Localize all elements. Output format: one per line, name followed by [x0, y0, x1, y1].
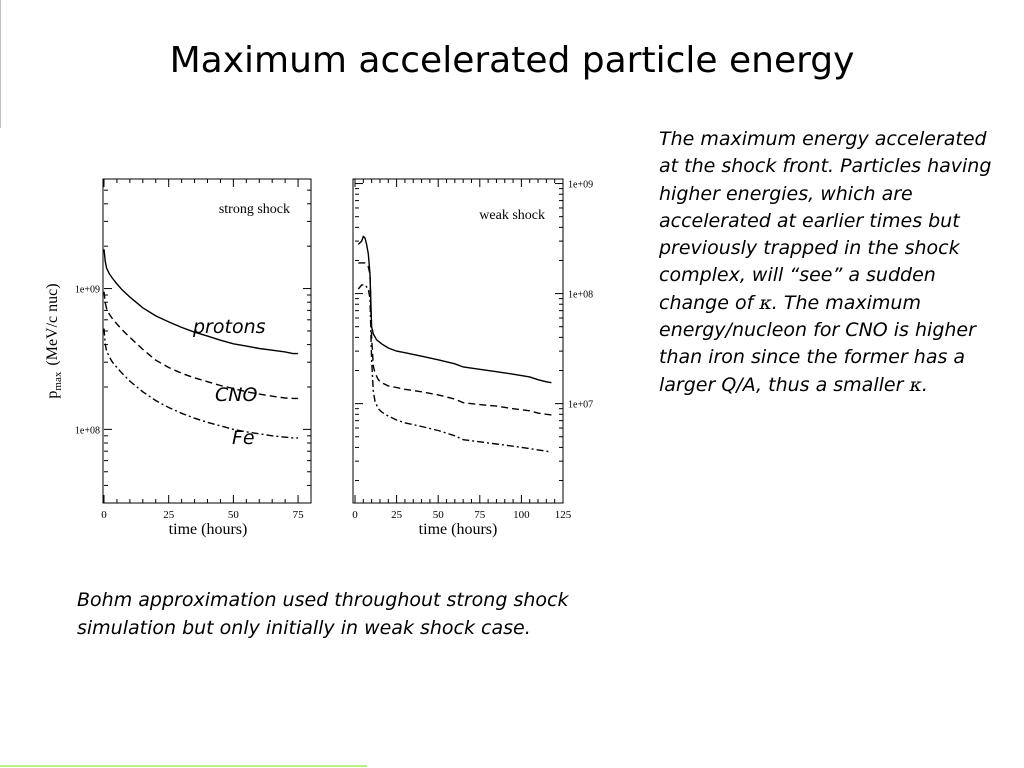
x-tick-label: 75: [474, 509, 486, 521]
x-tick-label: 50: [228, 509, 240, 521]
slide-title: Maximum accelerated particle energy: [169, 40, 855, 81]
weak-shock-ticks: [354, 179, 564, 503]
series-line-solid: [103, 249, 299, 355]
side-text-part1: The maximum energy accelerated at the sh…: [659, 128, 992, 314]
weak-shock-title: weak shock: [479, 208, 545, 223]
ylabel-sub: max: [52, 371, 64, 390]
footer-rule: [0, 765, 367, 767]
y-tick-label: 1e+08: [568, 290, 593, 301]
y-tick-label: 1e+09: [568, 180, 593, 191]
x-tick-label: 25: [391, 509, 403, 521]
y-tick-label: 1e+09: [75, 285, 100, 296]
series-line-dashdot: [357, 284, 552, 454]
series-line-dashdot: [103, 328, 299, 439]
strong-shock-ticks: [103, 178, 312, 504]
ylabel-rest: (MeV/c nuc): [44, 283, 61, 365]
x-tick-label: 0: [101, 509, 107, 521]
weak-shock-frame: [352, 178, 564, 504]
kappa-symbol: κ: [759, 291, 772, 314]
figure-caption: Bohm approximation used throughout stron…: [77, 589, 569, 639]
x-tick-label: 125: [555, 509, 572, 521]
x-tick-label: 50: [433, 509, 445, 521]
side-description: The maximum energy accelerated at the sh…: [659, 126, 999, 399]
x-tick-label: 0: [352, 509, 358, 521]
weak-shock-tick-labels: 0 25 50 75 100 125 1e+07 1e+08 1e+09: [352, 180, 593, 521]
left-edge-rule: [0, 0, 1, 128]
y-tick-label: 1e+07: [568, 400, 593, 411]
x-tick-label: 75: [293, 509, 305, 521]
ylabel-main: p: [44, 391, 61, 399]
svg-text:pmax(MeV/c nuc): pmax (MeV/c nuc): [44, 283, 64, 398]
strong-shock-title: strong shock: [219, 202, 290, 217]
annotation-fe: Fe: [232, 427, 255, 449]
x-tick-label: 25: [163, 509, 175, 521]
series-line-solid: [357, 235, 552, 384]
strong-shock-ylabel: pmax (MeV/c nuc): [44, 283, 64, 398]
series-line-dashed: [358, 262, 552, 416]
strong-shock-tick-labels: 0 25 50 75 1e+08 1e+09: [75, 285, 304, 521]
annotation-protons: protons: [192, 316, 266, 338]
kappa-symbol: κ: [909, 373, 922, 396]
weak-shock-xlabel: time (hours): [419, 521, 498, 538]
series-line-dashed: [103, 291, 299, 400]
strong-shock-xlabel: time (hours): [169, 521, 248, 538]
weak-shock-series: [357, 235, 552, 454]
side-text-part2: . The maximum energy/nucleon for CNO is …: [659, 291, 976, 396]
strong-shock-series: [103, 249, 299, 439]
x-tick-label: 100: [513, 509, 530, 521]
y-tick-label: 1e+08: [75, 425, 100, 436]
side-text-part3: .: [921, 373, 928, 396]
annotation-cno: CNO: [215, 384, 257, 406]
